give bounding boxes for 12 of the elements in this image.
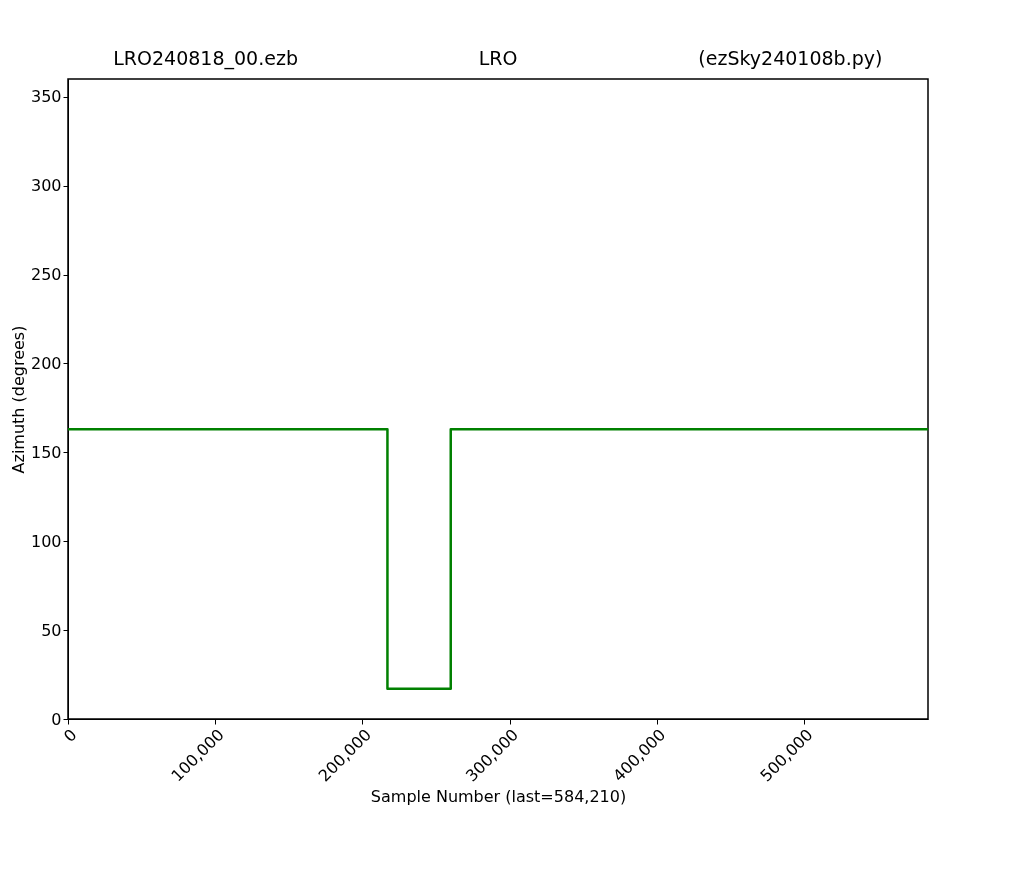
y-tick-label: 100 — [30, 531, 62, 551]
chart-title: LRO240818_00.ezb LRO (ezSky240108b.py) — [113, 47, 883, 69]
y-tick-label: 0 — [51, 709, 62, 729]
x-tick-label: 0 — [59, 725, 81, 746]
y-tick-label: 200 — [30, 353, 62, 373]
y-tick-label: 350 — [30, 87, 62, 107]
y-tick-label: 250 — [30, 265, 62, 285]
y-axis-title: Azimuth (degrees) — [8, 325, 28, 474]
y-tick-label: 50 — [41, 620, 62, 640]
y-tick-label: 150 — [30, 442, 62, 462]
y-tick-label: 300 — [30, 176, 62, 196]
x-axis-title: Sample Number (last=584,210) — [370, 786, 627, 806]
